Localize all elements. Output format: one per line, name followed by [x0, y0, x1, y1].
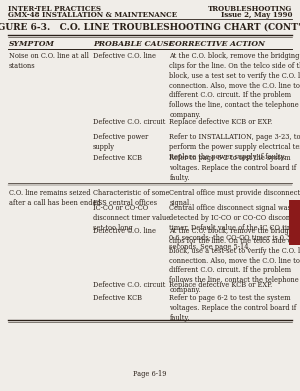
- Text: CORRECTIVE ACTION: CORRECTIVE ACTION: [169, 40, 266, 48]
- Text: Central office must provide disconnect
signal.: Central office must provide disconnect s…: [169, 189, 300, 207]
- Text: Replace defective KCB or EXP.: Replace defective KCB or EXP.: [169, 281, 273, 289]
- Text: IC-CO or CO-CO
disconnect timer value
set too long: IC-CO or CO-CO disconnect timer value se…: [93, 204, 170, 231]
- Text: Refer to INSTALLATION, page 3-23, to
perform the power supply electrical test.
R: Refer to INSTALLATION, page 3-23, to per…: [169, 133, 300, 161]
- Text: Defective C.O. circuit: Defective C.O. circuit: [93, 281, 165, 289]
- Text: PROBABLE CAUSE: PROBABLE CAUSE: [93, 40, 175, 48]
- Text: Issue 2, May 1990: Issue 2, May 1990: [220, 11, 292, 19]
- Text: Defective C.O. line: Defective C.O. line: [93, 227, 156, 235]
- Bar: [289, 200, 300, 245]
- Text: Page 6-19: Page 6-19: [133, 370, 167, 378]
- Text: Characteristic of some
ESS central offices: Characteristic of some ESS central offic…: [93, 189, 170, 207]
- Text: Defective KCB: Defective KCB: [93, 154, 142, 162]
- Text: TROUBLESHOOTING: TROUBLESHOOTING: [208, 5, 292, 13]
- Text: FIGURE 6-3.   C.O. LINE TROUBLESHOOTING CHART (CONT'D): FIGURE 6-3. C.O. LINE TROUBLESHOOTING CH…: [0, 23, 300, 32]
- Text: Replace defective KCB or EXP.: Replace defective KCB or EXP.: [169, 118, 273, 126]
- Text: Refer to page 6-2 to test the system
voltages. Replace the control board if
faul: Refer to page 6-2 to test the system vol…: [169, 154, 297, 181]
- Text: SYMPTOM: SYMPTOM: [9, 40, 55, 48]
- Text: INTER-TEL PRACTICES: INTER-TEL PRACTICES: [8, 5, 101, 13]
- Text: At the C.O. block, remove the bridging
clips for the line. On the telco side of : At the C.O. block, remove the bridging c…: [169, 227, 300, 294]
- Text: C.O. line remains seized
after a call has been ended: C.O. line remains seized after a call ha…: [9, 189, 101, 207]
- Text: Refer to page 6-2 to test the system
voltages. Replace the control board if
faul: Refer to page 6-2 to test the system vol…: [169, 294, 297, 322]
- Text: Defective C.O. line: Defective C.O. line: [93, 52, 156, 60]
- Text: Defective KCB: Defective KCB: [93, 294, 142, 302]
- Text: Central office disconnect signal was not
detected by IC-CO or CO-CO disconnect
t: Central office disconnect signal was not…: [169, 204, 300, 251]
- Text: At the C.O. block, remove the bridging
clips for the line. On the telco side of : At the C.O. block, remove the bridging c…: [169, 52, 300, 119]
- Text: GMX-48 INSTALLATION & MAINTENANCE: GMX-48 INSTALLATION & MAINTENANCE: [8, 11, 177, 19]
- Text: Defective power
supply: Defective power supply: [93, 133, 148, 151]
- Text: Noise on C.O. line at all
stations: Noise on C.O. line at all stations: [9, 52, 89, 70]
- Text: Defective C.O. circuit: Defective C.O. circuit: [93, 118, 165, 126]
